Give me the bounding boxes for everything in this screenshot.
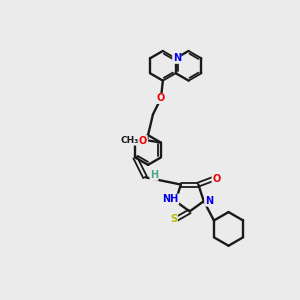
Text: H: H [150, 170, 158, 180]
Text: NH: NH [162, 194, 179, 204]
Text: N: N [205, 196, 213, 206]
Text: O: O [139, 136, 147, 146]
Text: O: O [157, 94, 165, 103]
Text: S: S [170, 214, 177, 224]
Text: CH₃: CH₃ [120, 136, 138, 145]
Text: O: O [212, 174, 220, 184]
Text: N: N [173, 53, 181, 63]
